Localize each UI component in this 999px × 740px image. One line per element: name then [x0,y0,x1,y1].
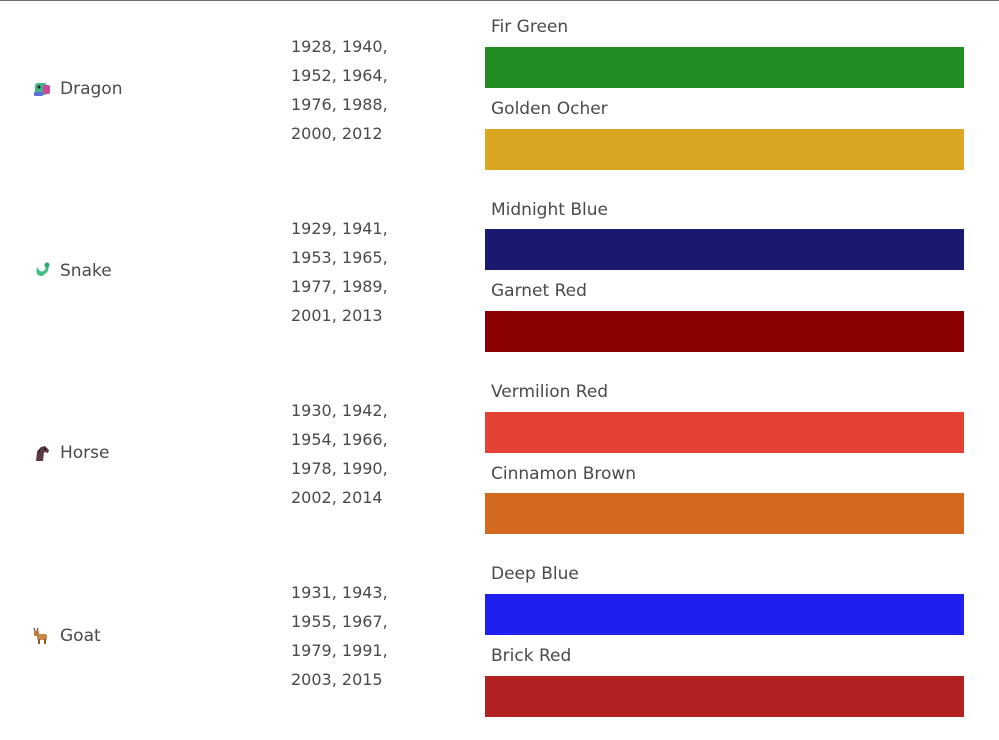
table-row: Horse 1930, 1942, 1954, 1966, 1978, 1990… [0,365,999,547]
color-name: Vermilion Red [491,382,609,402]
color-name: Garnet Red [491,281,587,301]
color-name: Brick Red [491,646,572,666]
years-text: 1930, 1942, 1954, 1966, 1978, 1990, 2002… [291,401,388,507]
animal-cell: Snake [32,261,112,281]
color-swatch [485,47,964,88]
color-name: Cinnamon Brown [491,464,637,484]
color-swatch [485,412,964,453]
color-swatch [485,311,964,352]
animal-cell: Goat [32,626,101,646]
color-swatch [485,676,964,717]
goat-icon [33,627,47,644]
color-swatch [485,129,964,170]
color-name: Deep Blue [491,564,579,584]
color-swatch [485,594,964,635]
animal-name: Snake [60,261,112,281]
years-text: 1931, 1943, 1955, 1967, 1979, 1991, 2003… [291,583,388,689]
color-swatch [485,493,964,534]
table-row: Dragon 1928, 1940, 1952, 1964, 1976, 198… [0,1,999,183]
color-name: Golden Ocher [491,99,608,119]
dragon-icon [34,83,50,96]
animal-cell: Dragon [32,79,122,99]
color-name: Midnight Blue [491,200,608,220]
animal-name: Goat [60,626,101,646]
animal-cell: Horse [32,443,110,463]
snake-icon [36,262,50,277]
years-text: 1928, 1940, 1952, 1964, 1976, 1988, 2000… [291,37,388,143]
years-text: 1929, 1941, 1953, 1965, 1977, 1989, 2001… [291,219,388,325]
color-name: Fir Green [491,17,569,37]
animal-name: Dragon [60,79,123,99]
table-row: Snake 1929, 1941, 1953, 1965, 1977, 1989… [0,183,999,365]
color-swatch [485,229,964,270]
table-row: Goat 1931, 1943, 1955, 1967, 1979, 1991,… [0,547,999,729]
animal-name: Horse [60,443,110,463]
horse-icon [36,446,49,461]
